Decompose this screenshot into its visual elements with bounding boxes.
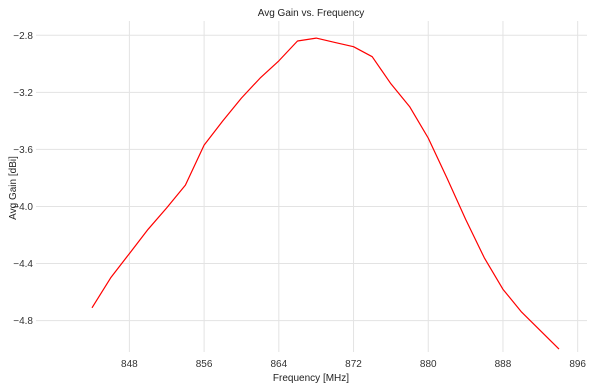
y-tick-label: −3.2 xyxy=(13,88,33,99)
x-tick-label: 872 xyxy=(345,359,362,370)
grid-layer xyxy=(36,21,587,352)
y-tick-label: −2.8 xyxy=(13,31,33,42)
x-tick-labels: 848 856 864 872 880 888 896 xyxy=(121,359,586,370)
x-tick-label: 888 xyxy=(495,359,512,370)
y-tick-label: −4.8 xyxy=(13,316,33,327)
x-axis-label: Frequency [MHz] xyxy=(273,373,349,384)
y-tick-label: −4.0 xyxy=(13,202,33,213)
y-tick-label: −4.4 xyxy=(13,259,33,270)
series-layer xyxy=(91,37,560,350)
chart-title: Avg Gain vs. Frequency xyxy=(258,8,365,19)
x-tick-label: 880 xyxy=(420,359,437,370)
y-tick-label: −3.6 xyxy=(13,145,33,156)
x-tick-label: 848 xyxy=(121,359,138,370)
gain-series-line xyxy=(91,37,560,350)
x-tick-label: 856 xyxy=(196,359,213,370)
x-tick-label: 864 xyxy=(270,359,287,370)
y-axis-label: Avg Gain [dBi] xyxy=(8,156,19,220)
x-tick-label: 896 xyxy=(569,359,586,370)
y-tick-labels: −4.8 −4.4 −4.0 −3.6 −3.2 −2.8 xyxy=(13,31,33,327)
